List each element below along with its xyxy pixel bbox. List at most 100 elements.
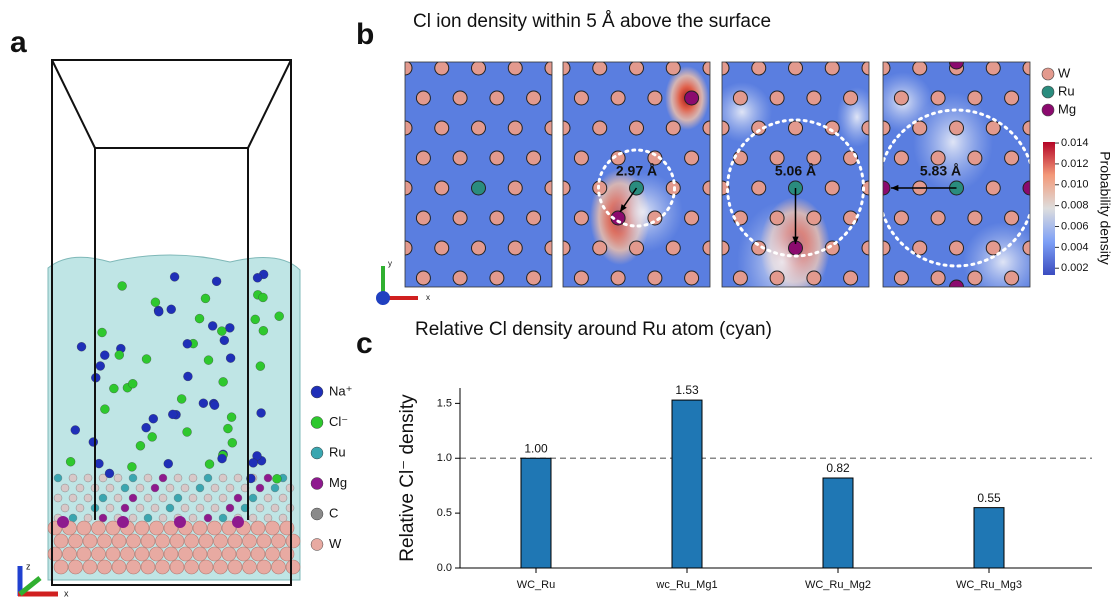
x-tick-label: wc_Ru_Mg1 [655,579,717,591]
density-map [722,62,869,287]
atom [213,559,228,575]
w-atom [629,120,644,136]
atom [271,533,286,549]
atom [163,520,179,536]
w-atom [434,240,450,256]
ion [182,427,192,437]
y-tick-label: 1.5 [437,397,452,409]
legend-label: W [1058,65,1071,80]
map-frame [404,61,553,288]
atom [263,493,273,503]
w-atom [415,270,431,286]
ion [208,321,218,331]
y-tick-label: 0.0 [437,562,452,574]
atom [57,516,69,528]
ion [127,462,137,472]
w-atom [769,210,785,226]
atom [180,483,190,493]
atom [178,546,193,562]
axis-arrow [18,576,42,596]
w-atom [610,90,626,106]
atom [97,559,112,575]
atom [68,533,83,549]
atom [105,520,121,536]
w-atom [434,120,450,136]
atom [265,520,280,536]
atom [207,520,222,536]
atom [143,513,153,523]
ion [114,350,124,360]
atom [173,473,183,483]
y-axis-label: Relative Cl⁻ density [397,394,418,562]
w-atom [526,90,542,106]
ion [217,453,227,464]
atom [233,493,243,503]
w-atom [985,240,1001,256]
atom [105,483,115,493]
atom [192,546,208,562]
w-atom [769,90,785,106]
w-atom [471,120,486,136]
w-atom [573,90,589,106]
mg-atom [949,279,964,287]
atom [120,503,130,513]
axis-label: x [426,293,430,302]
colorbar-tick-label: 0.010 [1061,179,1089,191]
w-atom [1004,90,1020,106]
atom [248,513,258,523]
atom [192,520,208,536]
w-atom [573,210,589,226]
legend-marker [310,507,324,521]
w-atom [563,180,571,196]
value-label: 1.53 [675,383,699,397]
legend-label: W [329,536,342,551]
distance-circle [597,148,676,228]
w-atom [489,270,505,286]
w-atom [806,270,822,286]
ion [76,342,87,352]
atom [60,503,70,513]
ion [163,459,173,469]
w-atom [732,270,748,286]
w-atom [788,120,803,136]
atom [227,533,243,549]
bar [520,457,552,569]
simulation-box: Na⁺ Cl⁻ Ru Mg C Wz x [17,59,352,598]
ion [226,412,237,422]
atom [53,533,69,549]
atom [248,493,258,503]
ion [166,304,176,314]
density-blob [737,202,827,287]
atom [218,513,228,523]
w-atom [912,120,928,136]
w-atom [912,62,928,76]
atom [140,533,156,549]
atom [128,513,138,523]
ion [168,409,178,420]
atom [105,503,115,513]
atom [83,473,93,483]
atom [198,533,214,549]
atom [278,493,288,503]
w-atom [489,90,505,106]
atom [169,559,185,575]
atom [98,493,108,503]
panel-title: Cl ion density within 5 Å above the surf… [413,11,771,32]
map-frame [562,61,711,288]
w-atom [722,240,730,256]
atom [203,473,213,483]
colorbar-label: Probability density [1097,151,1113,265]
w-atom [702,62,710,76]
legend-label: Na⁺ [329,383,352,398]
ion [198,398,209,408]
atom [188,513,198,523]
w-atom [507,62,523,76]
w-atom [544,120,552,136]
w-atom [751,180,767,196]
ion [141,423,151,433]
w-atom [967,90,983,106]
atom [111,559,127,575]
atom [83,493,93,503]
ion [225,323,235,333]
w-atom [684,270,700,286]
